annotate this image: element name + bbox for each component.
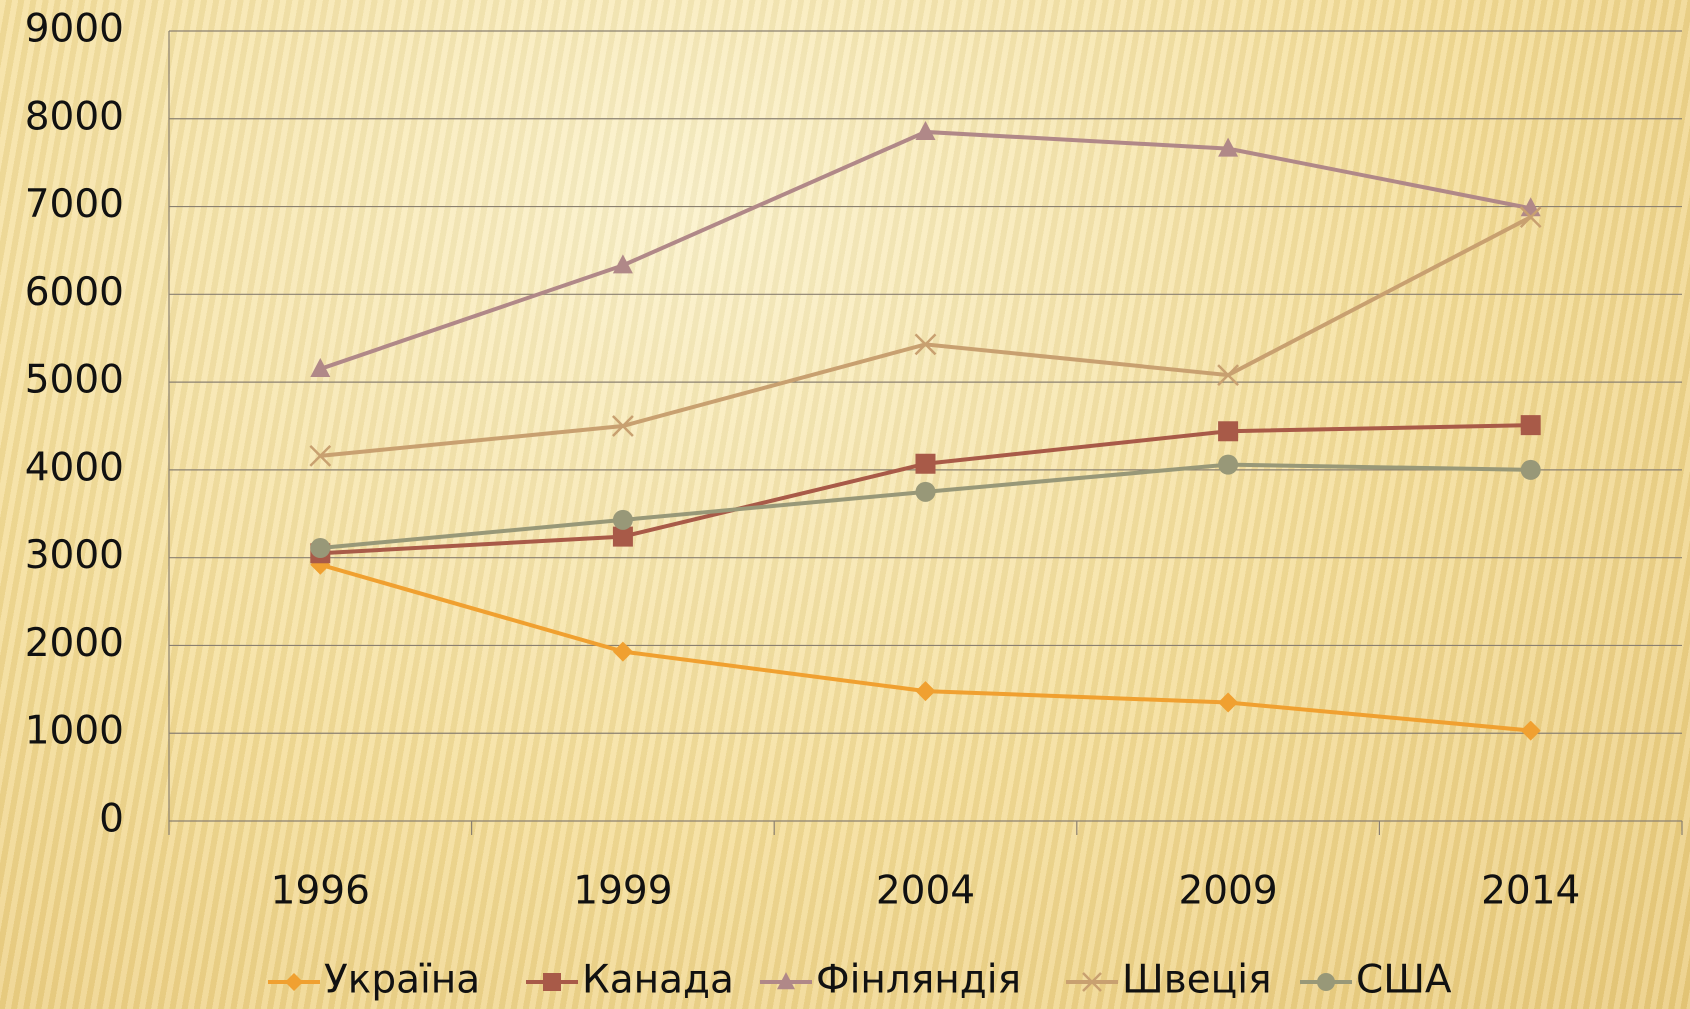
data-point: [612, 526, 633, 547]
legend-item: Фінляндія: [760, 958, 1021, 1003]
y-tick-label: 0: [99, 797, 124, 842]
y-tick-label: 4000: [25, 445, 124, 490]
data-point: [612, 641, 633, 662]
y-tick-label: 6000: [25, 270, 124, 315]
legend-item: Канада: [526, 958, 734, 1003]
data-point: [612, 509, 633, 530]
legend-item: Швеція: [1066, 958, 1272, 1003]
x-tick-label: 2004: [876, 869, 975, 914]
data-point: [310, 538, 331, 559]
legend-label: Фінляндія: [816, 958, 1021, 1003]
y-tick-label: 8000: [25, 94, 124, 139]
legend-swatch-marker: [777, 972, 795, 990]
data-point: [1218, 137, 1239, 157]
legend-label: Канада: [582, 958, 734, 1003]
data-point: [1217, 364, 1239, 386]
series-line: [319, 562, 1531, 733]
legend-label: США: [1356, 958, 1452, 1003]
data-point: [1520, 415, 1541, 436]
data-point: [310, 357, 331, 377]
y-tick-label: 9000: [25, 7, 124, 52]
legend-swatch-marker: [1317, 973, 1335, 991]
data-point: [612, 415, 634, 437]
data-point: [914, 333, 937, 356]
legend-swatch-marker: [285, 973, 303, 991]
data-point: [915, 681, 936, 702]
data-point: [612, 254, 633, 274]
x-tick-label: 2014: [1481, 869, 1580, 914]
data-point: [915, 481, 936, 502]
data-point: [1218, 692, 1239, 713]
series-line: [320, 215, 1532, 458]
y-tick-label: 7000: [25, 182, 124, 227]
data-point: [309, 444, 332, 467]
series-line: [320, 462, 1531, 551]
legend-label: Швеція: [1122, 958, 1272, 1003]
y-tick-label: 3000: [25, 533, 124, 578]
series-line: [319, 129, 1532, 371]
data-point: [915, 453, 936, 474]
x-tick-label: 2009: [1178, 869, 1277, 914]
y-tick-label: 1000: [25, 709, 124, 754]
legend-item: Україна: [268, 958, 480, 1003]
legend-swatch-marker: [543, 973, 561, 991]
data-point: [1218, 421, 1239, 442]
data-point: [1520, 720, 1541, 741]
legend-label: Україна: [324, 958, 480, 1003]
y-tick-label: 2000: [25, 621, 124, 666]
data-point: [1520, 459, 1541, 480]
x-tick-label: 1996: [271, 869, 370, 914]
x-tick-label: 1999: [573, 869, 672, 914]
data-point: [915, 120, 936, 140]
data-point: [1519, 206, 1542, 228]
data-point: [1218, 454, 1239, 475]
legend-swatch-marker: [1082, 972, 1102, 992]
y-tick-label: 5000: [25, 358, 124, 403]
legend-item: США: [1300, 958, 1452, 1003]
